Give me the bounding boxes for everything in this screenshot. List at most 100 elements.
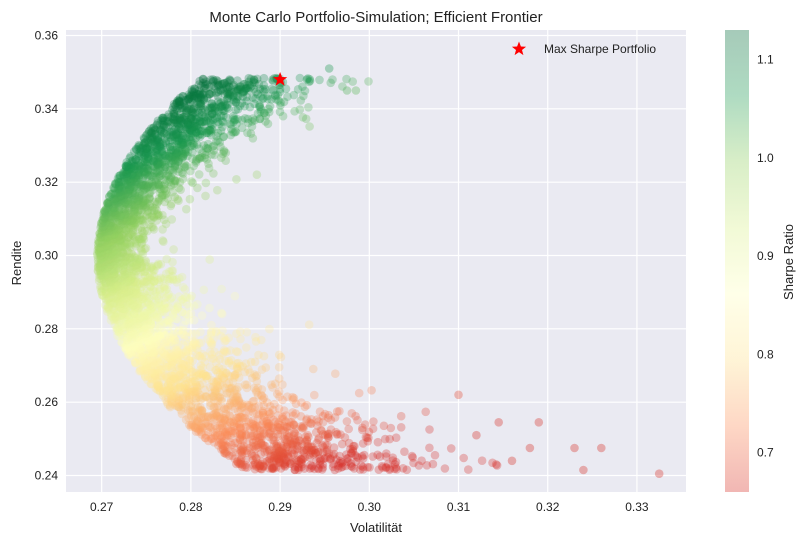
scatter-point [153,275,163,285]
scatter-point [129,309,138,318]
scatter-point [144,299,154,308]
scatter-point [169,354,178,364]
scatter-point [146,373,155,383]
scatter-point [201,430,211,440]
scatter-point [298,113,308,122]
scatter-point [215,420,225,430]
scatter-point [109,293,118,303]
scatter-point [248,455,258,465]
scatter-point [347,449,356,458]
scatter-point [219,373,228,383]
scatter-point [155,286,164,296]
scatter-point [143,375,152,385]
scatter-point [146,281,155,291]
scatter-point [226,396,236,405]
scatter-point [162,293,171,302]
scatter-point [409,458,418,468]
scatter-point [238,445,247,455]
scatter-point [125,288,135,298]
scatter-point [154,377,163,387]
scatter-point [189,315,199,325]
scatter-point [152,311,162,320]
scatter-point [162,372,172,382]
scatter-point [191,427,201,437]
scatter-point [106,309,116,318]
scatter-point [168,371,177,381]
scatter-point [255,461,264,470]
scatter-point [140,312,150,321]
scatter-point [196,327,205,337]
scatter-point [232,392,242,402]
scatter-point [297,455,307,465]
scatter-point [203,412,213,422]
scatter-point [130,315,140,325]
scatter-point [269,439,279,449]
scatter-point [145,340,154,350]
scatter-point [232,359,241,368]
scatter-point [245,368,255,378]
scatter-point [161,342,171,352]
scatter-point [422,461,432,470]
scatter-point [174,365,184,375]
scatter-point [135,342,144,352]
scatter-point [178,294,188,304]
scatter-point [153,342,163,352]
scatter-point [227,383,237,393]
scatter-point [253,433,262,442]
scatter-point [280,459,290,469]
scatter-point [145,348,155,358]
scatter-point [145,301,155,310]
scatter-point [131,314,141,324]
scatter-point [138,323,147,333]
scatter-point [188,367,197,376]
scatter-point [260,448,270,457]
scatter-point [134,296,144,306]
scatter-point [209,413,219,422]
scatter-point [141,350,151,359]
scatter-point [140,332,150,341]
scatter-point [120,323,129,333]
scatter-point [137,352,147,361]
scatter-point [140,308,149,318]
scatter-point [128,287,137,297]
scatter-point [151,315,161,325]
scatter-point [166,348,175,358]
scatter-point [358,465,368,474]
scatter-point [221,405,231,414]
scatter-point [258,461,268,471]
scatter-point [141,359,151,369]
scatter-point [187,367,197,377]
scatter-point [139,280,149,289]
scatter-point [112,324,121,333]
scatter-point [163,353,173,363]
scatter-point [200,433,210,443]
scatter-point [116,299,125,308]
scatter-point [187,291,196,301]
scatter-point [185,342,194,352]
scatter-point [407,451,417,461]
scatter-point [115,297,124,306]
scatter-point [205,347,215,357]
scatter-point [196,361,206,370]
scatter-point [129,323,138,332]
scatter-point [180,387,189,397]
scatter-point [119,290,129,299]
scatter-point [121,344,131,354]
scatter-point [175,325,184,335]
scatter-point [237,430,246,439]
scatter-point [147,335,157,344]
scatter-point [154,359,164,369]
scatter-point [348,444,358,454]
scatter-point [153,381,162,391]
scatter-point [287,417,296,427]
scatter-point [155,370,164,379]
scatter-point [195,381,205,390]
scatter-point [112,326,122,336]
scatter-point [114,314,124,324]
scatter-point [167,388,177,397]
scatter-point [138,349,148,359]
scatter-point [302,436,312,445]
scatter-point [347,409,357,418]
scatter-point [258,406,268,416]
y-tick-label: 0.34 [35,102,59,116]
